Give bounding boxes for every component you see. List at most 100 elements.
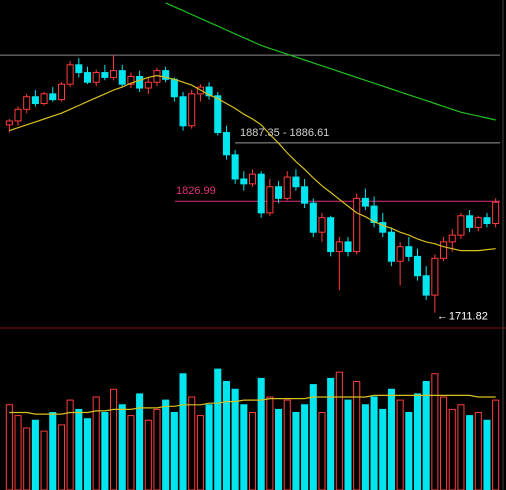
candle-body	[457, 215, 465, 236]
candle-body	[188, 93, 196, 127]
volume-bar	[275, 408, 283, 490]
candle-body	[387, 231, 395, 262]
volume-bar	[23, 427, 31, 490]
candle-body	[283, 176, 291, 199]
low-label: 1711.82	[449, 311, 488, 323]
volume-bar	[396, 399, 404, 490]
candle-body	[5, 120, 13, 126]
candle-body	[483, 217, 491, 225]
volume-bar	[492, 399, 500, 490]
moving-average	[9, 74, 496, 252]
volume-bar	[318, 412, 326, 490]
volume-bar	[413, 393, 422, 490]
volume-bar	[283, 399, 291, 490]
volume-bar	[257, 377, 265, 490]
volume-bar	[222, 381, 230, 490]
candle-body	[231, 154, 239, 180]
volume-bar	[422, 381, 430, 490]
volume-bar	[75, 408, 83, 490]
candle-body	[422, 275, 430, 296]
volume-bar	[440, 396, 448, 490]
candle-body	[344, 241, 352, 253]
candle-body	[127, 75, 135, 85]
candle-body	[222, 132, 230, 156]
price-panel	[5, 2, 500, 313]
volume-bar	[474, 412, 482, 490]
candle-body	[92, 72, 100, 83]
volume-bar	[170, 412, 178, 490]
candle-body	[214, 95, 222, 134]
volume-bar	[379, 408, 387, 490]
volume-bar	[57, 424, 65, 490]
volume-bar	[335, 371, 343, 490]
volume-bar	[231, 388, 239, 490]
candle-body	[31, 96, 39, 105]
candle-body	[327, 217, 335, 253]
volume-bar	[5, 404, 13, 490]
candle-body	[257, 173, 265, 214]
volume-bar	[179, 373, 187, 490]
candle-body	[57, 83, 65, 101]
volume-bar	[387, 388, 395, 490]
moving-average	[165, 2, 496, 121]
volume-bar	[127, 415, 135, 490]
candle-body	[101, 72, 109, 78]
candle-body	[179, 96, 187, 127]
candle-body	[301, 186, 309, 204]
volume-bar	[31, 419, 39, 490]
volume-bar	[101, 412, 109, 490]
volume-bar	[118, 404, 126, 490]
candle-body	[431, 257, 439, 296]
candle-body	[440, 241, 448, 259]
volume-bar	[40, 430, 48, 490]
candle-body	[170, 78, 178, 98]
volume-bar	[448, 408, 456, 490]
volume-bar	[196, 415, 204, 490]
volume-bar	[144, 419, 152, 490]
candle-body	[248, 173, 257, 185]
candle-body	[144, 81, 152, 89]
candle-body	[110, 70, 118, 78]
volume-bar	[188, 396, 196, 490]
candle-body	[205, 86, 213, 97]
candle-body	[75, 64, 83, 74]
candle-body	[448, 234, 456, 243]
candle-body	[23, 96, 31, 110]
candle-body	[240, 178, 248, 185]
candle-body	[466, 215, 474, 228]
candle-body	[413, 255, 422, 277]
candle-body	[318, 217, 326, 233]
candle-body	[14, 108, 22, 122]
volume-bar	[405, 412, 413, 490]
volume-bar	[110, 388, 118, 490]
level-label: 1826.99	[176, 185, 216, 197]
volume-bar	[327, 377, 335, 490]
volume-bar	[301, 404, 309, 490]
volume-bar	[162, 399, 170, 490]
candle-body	[379, 222, 387, 233]
candle-body	[309, 202, 317, 233]
candle-body	[118, 70, 126, 85]
volume-bar	[457, 404, 465, 490]
volume-bar	[14, 415, 22, 490]
candle-body	[353, 197, 361, 253]
volume-bar	[361, 404, 369, 490]
volume-bar	[431, 373, 439, 490]
volume-bar	[92, 396, 100, 490]
volume-bar	[83, 418, 92, 490]
volume-bar	[353, 381, 361, 490]
candle-body	[136, 75, 144, 89]
volume-bar	[370, 396, 378, 490]
volume-bar	[483, 419, 491, 490]
volume-bar	[344, 399, 352, 490]
candle-body	[266, 186, 274, 214]
volume-bar	[266, 396, 274, 490]
candle-body	[396, 246, 404, 262]
candle-body	[292, 176, 300, 188]
volume-bar	[466, 415, 474, 490]
volume-bar	[292, 412, 300, 490]
candle-body	[361, 197, 369, 207]
candle-body	[40, 93, 48, 105]
candle-body	[66, 64, 74, 85]
